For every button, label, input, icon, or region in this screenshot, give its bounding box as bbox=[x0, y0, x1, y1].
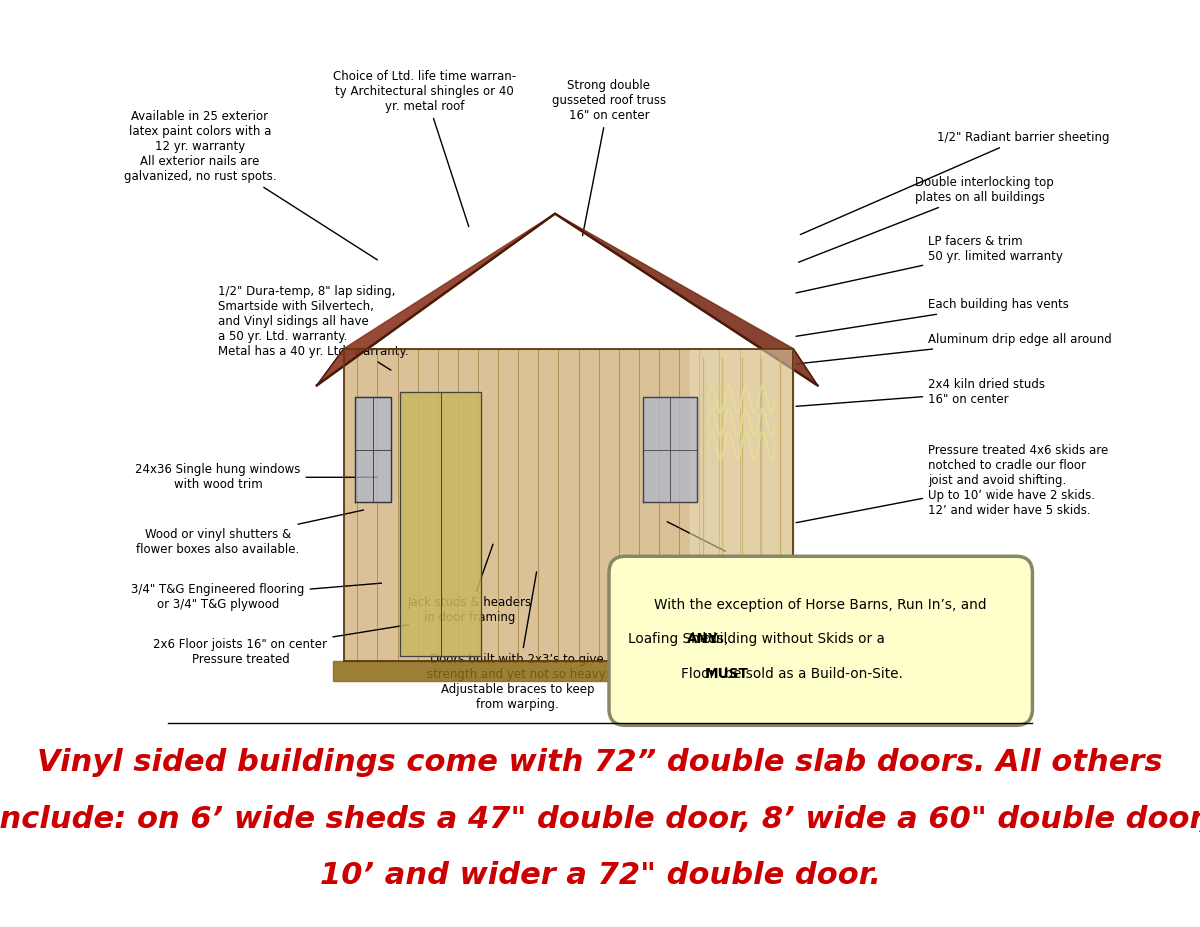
Polygon shape bbox=[355, 398, 391, 502]
Text: Each building has vents: Each building has vents bbox=[796, 298, 1069, 337]
Text: 2x4 kiln dried studs
16" on center: 2x4 kiln dried studs 16" on center bbox=[796, 378, 1045, 406]
Text: Wood or vinyl shutters &
flower boxes also available.: Wood or vinyl shutters & flower boxes al… bbox=[137, 510, 364, 555]
Text: With the exception of Horse Barns, Run In’s, and: With the exception of Horse Barns, Run I… bbox=[654, 598, 986, 612]
Text: 10’ and wider a 72" double door.: 10’ and wider a 72" double door. bbox=[319, 860, 881, 890]
Text: ANY: ANY bbox=[686, 632, 719, 646]
Text: Loafing Sheds,: Loafing Sheds, bbox=[628, 632, 733, 646]
Text: be sold as a Build-on-Site.: be sold as a Build-on-Site. bbox=[720, 667, 902, 680]
Text: Available in 25 exterior
latex paint colors with a
12 yr. warranty
All exterior : Available in 25 exterior latex paint col… bbox=[124, 110, 377, 260]
Polygon shape bbox=[643, 398, 697, 502]
Text: MUST: MUST bbox=[704, 667, 749, 680]
Polygon shape bbox=[332, 661, 804, 681]
Text: 24x36 Single hung windows
with wood trim: 24x36 Single hung windows with wood trim bbox=[136, 464, 377, 491]
Text: building without Skids or a: building without Skids or a bbox=[698, 632, 886, 646]
Text: Vinyl sided buildings come with 72” double slab doors. All others: Vinyl sided buildings come with 72” doub… bbox=[37, 747, 1163, 777]
Text: Choice of Ltd. life time warran-
ty Architectural shingles or 40
yr. metal roof: Choice of Ltd. life time warran- ty Arch… bbox=[334, 70, 516, 226]
Text: Jack studs & headers
in door framing: Jack studs & headers in door framing bbox=[408, 544, 532, 625]
Text: Strong double
gusseted roof truss
16" on center: Strong double gusseted roof truss 16" on… bbox=[552, 79, 666, 235]
Text: Floor: Floor bbox=[680, 667, 720, 680]
Polygon shape bbox=[556, 213, 817, 386]
Text: 1/2" Dura-temp, 8" lap siding,
Smartside with Silvertech,
and Vinyl sidings all : 1/2" Dura-temp, 8" lap siding, Smartside… bbox=[218, 285, 408, 370]
Polygon shape bbox=[343, 349, 793, 661]
Text: 1/2" Radiant barrier sheeting: 1/2" Radiant barrier sheeting bbox=[800, 131, 1110, 235]
Text: include: on 6’ wide sheds a 47" double door, 8’ wide a 60" double door,: include: on 6’ wide sheds a 47" double d… bbox=[0, 805, 1200, 833]
Text: Aluminum drip edge all around: Aluminum drip edge all around bbox=[796, 333, 1112, 364]
Text: 3/4" T&G Engineered flooring
or 3/4" T&G plywood: 3/4" T&G Engineered flooring or 3/4" T&G… bbox=[131, 583, 382, 611]
Text: Doors built with 2x3’s to give
strength and yet not so heavy.
Adjustable braces : Doors built with 2x3’s to give strength … bbox=[427, 572, 607, 711]
Polygon shape bbox=[690, 349, 793, 661]
Text: LP facers & trim
50 yr. limited warranty: LP facers & trim 50 yr. limited warranty bbox=[796, 235, 1063, 293]
Text: 2x6 Floor joists 16" on center
Pressure treated: 2x6 Floor joists 16" on center Pressure … bbox=[154, 625, 408, 666]
Text: Keyed Latches: Keyed Latches bbox=[667, 522, 788, 568]
FancyBboxPatch shape bbox=[608, 556, 1032, 725]
Text: Double interlocking top
plates on all buildings: Double interlocking top plates on all bu… bbox=[798, 176, 1054, 262]
Polygon shape bbox=[317, 213, 556, 386]
Text: Pressure treated 4x6 skids are
notched to cradle our floor
joist and avoid shift: Pressure treated 4x6 skids are notched t… bbox=[796, 443, 1109, 523]
Polygon shape bbox=[401, 392, 481, 656]
